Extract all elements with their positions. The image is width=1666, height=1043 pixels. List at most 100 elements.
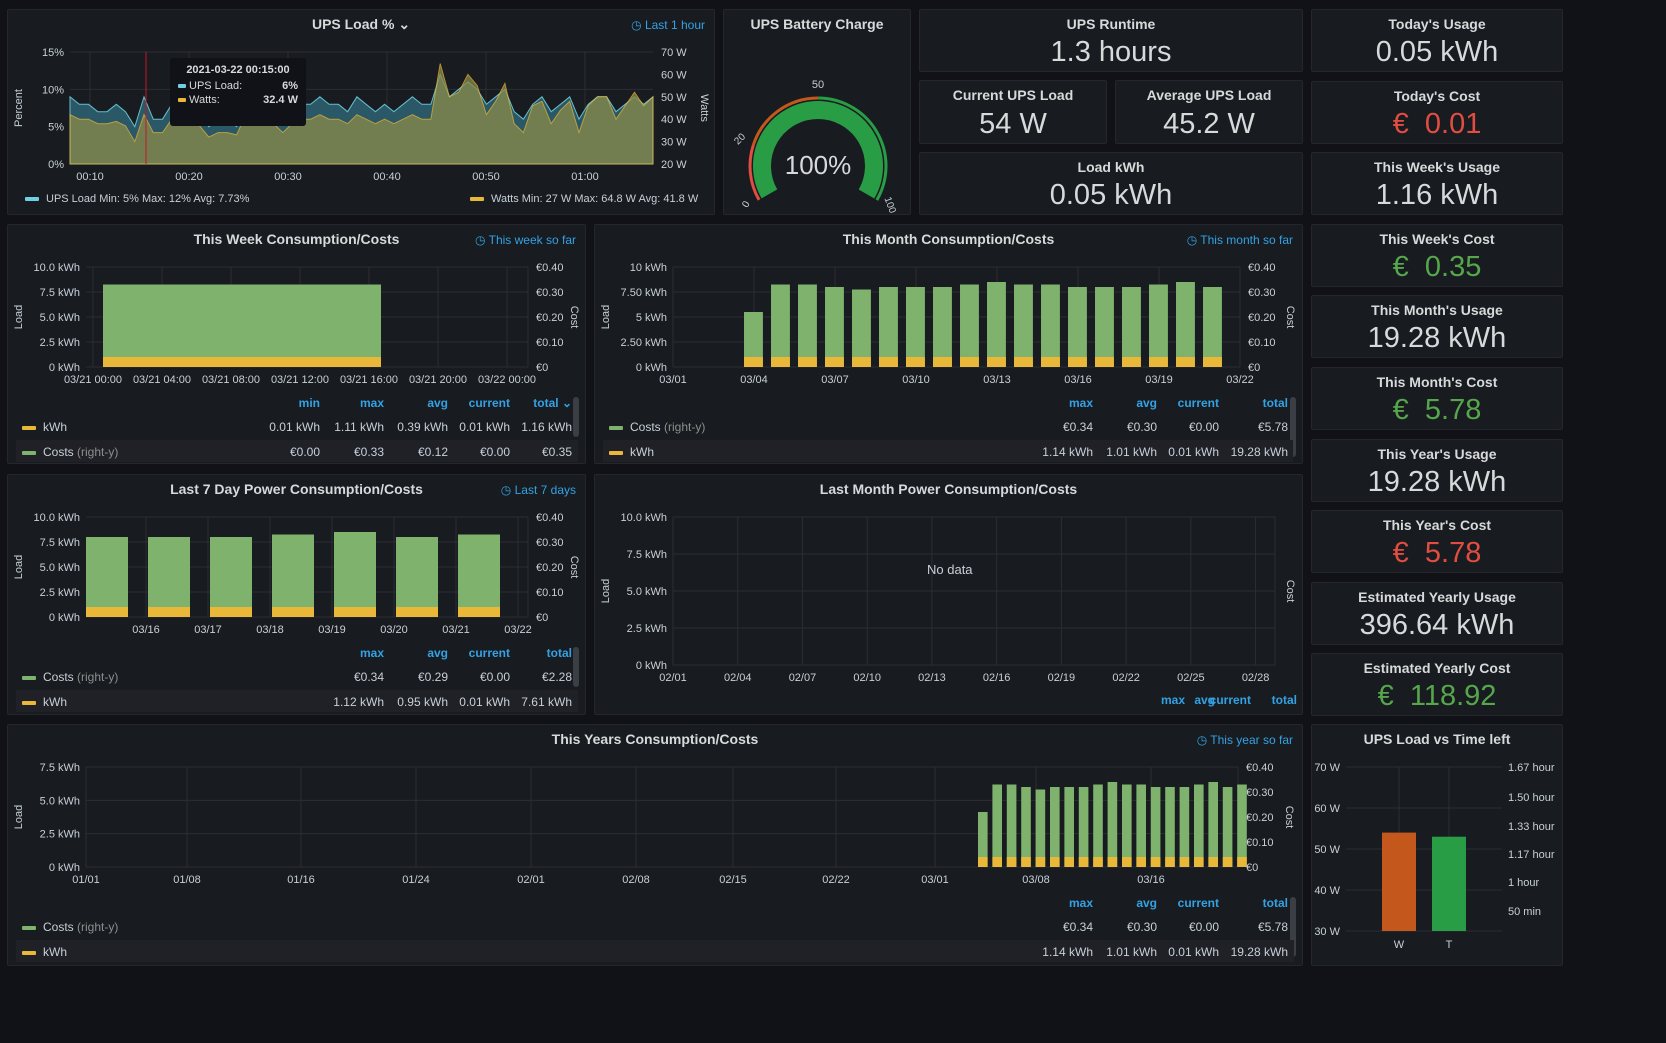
legend-header-2[interactable]: current <box>468 646 510 660</box>
legend-header-3[interactable]: total <box>1262 896 1288 910</box>
legend-header-3[interactable]: total <box>1271 693 1297 707</box>
legend-header-3[interactable]: total <box>1262 396 1288 410</box>
legend-header-0[interactable]: min <box>298 396 320 410</box>
legend-header-1[interactable]: max <box>359 396 384 410</box>
panel-title[interactable]: This Week Consumption/Costs <box>193 231 400 247</box>
legend-header-0[interactable]: max <box>1068 896 1093 910</box>
ups-load-panel: UPS Load % ⌄ ◷ Last 1 hour 15% 10% 5% 0% 70 … <box>7 9 715 215</box>
legend-header-1[interactable]: avg <box>1136 896 1157 910</box>
average-load-stat: Average UPS Load 45.2 W <box>1115 80 1303 144</box>
x-tick-label: 03/22 <box>504 624 532 636</box>
legend-series-kwh[interactable]: kWh <box>22 945 67 959</box>
legend-header-1[interactable]: avg <box>427 646 448 660</box>
today-usage-stat: Today's Usage 0.05 kWh <box>1311 9 1563 72</box>
x-tick-label: 03/22 00:00 <box>478 374 536 386</box>
bar-kwh <box>744 357 763 367</box>
scrollbar[interactable] <box>573 397 579 437</box>
y2-tick-label: €0.40 <box>1248 262 1276 274</box>
legend-header-2[interactable]: current <box>1209 693 1251 707</box>
stat-title: UPS Runtime <box>1066 16 1156 32</box>
legend-series-costs[interactable]: Costs (right-y) <box>609 420 705 434</box>
series-name: kWh <box>43 420 67 434</box>
time-range-info[interactable]: ◷ Last 7 days <box>500 483 576 497</box>
legend-header-2[interactable]: current <box>1177 896 1219 910</box>
x-tick-label: 03/16 <box>1137 874 1165 886</box>
panel-title[interactable]: Last 7 Day Power Consumption/Costs <box>170 481 423 497</box>
panel-title[interactable]: UPS Load % ⌄ <box>311 16 411 32</box>
stat-title: Today's Cost <box>1393 87 1481 104</box>
legend-series-kwh[interactable]: kWh <box>22 695 67 709</box>
series-axis-note: (right-y) <box>660 420 706 434</box>
legend-series-kwh[interactable]: kWh <box>22 420 67 434</box>
legend-ups-load[interactable]: UPS Load Min: 5% Max: 12% Avg: 7.73% <box>25 193 249 205</box>
legend-header-1[interactable]: avg <box>1194 693 1215 707</box>
legend-series-costs[interactable]: Costs (right-y) <box>22 920 118 934</box>
tooltip-value: 6% <box>282 80 298 92</box>
legend-value: 0.01 kWh <box>459 420 510 434</box>
bar-kwh <box>1050 857 1060 867</box>
last7-consumption-panel: Last 7 Day Power Consumption/Costs ◷ Las… <box>7 474 586 715</box>
panel-title[interactable]: This Month Consumption/Costs <box>842 231 1055 247</box>
bar-kwh <box>1179 857 1190 867</box>
bar-costs <box>879 287 898 367</box>
last7-chart[interactable]: 10.0 kWh 7.5 kWh 5.0 kWh 2.5 kWh 0 kWh €0.40 €… <box>8 475 587 645</box>
x-tick-label: 03/21 16:00 <box>340 374 398 386</box>
bar-costs <box>825 287 844 367</box>
y2-tick-label: 70 W <box>661 47 687 59</box>
y2-tick-label: €0.30 <box>536 287 564 299</box>
panel-title[interactable]: Last Month Power Consumption/Costs <box>819 481 1078 497</box>
legend-header-1[interactable]: avg <box>1136 396 1157 410</box>
y-tick-label: 40 W <box>1314 885 1340 897</box>
clock-icon: ◷ <box>1196 733 1208 747</box>
legend-header-0[interactable]: max <box>359 646 384 660</box>
year-chart[interactable]: 7.5 kWh 5.0 kWh 2.5 kWh 0 kWh €0.40 €0.30 €0.2… <box>8 725 1304 895</box>
legend-watts[interactable]: Watts Min: 27 W Max: 64.8 W Avg: 41.8 W <box>470 193 698 205</box>
legend-header-4[interactable]: total ⌄ <box>533 396 572 410</box>
legend-value: 0.01 kWh <box>1168 445 1219 459</box>
y-tick-label: 30 W <box>1314 926 1340 938</box>
panel-title[interactable]: UPS Load vs Time left <box>1363 731 1511 747</box>
time-range-info[interactable]: ◷ Last 1 hour <box>631 18 705 32</box>
bar-costs <box>103 284 381 367</box>
legend-header-2[interactable]: current <box>1177 396 1219 410</box>
legend-value: 7.61 kWh <box>521 695 572 709</box>
stat-value: 45.2 W <box>1163 108 1255 140</box>
panel-title[interactable]: This Years Consumption/Costs <box>551 731 759 747</box>
series-axis-note: (right-y) <box>73 670 119 684</box>
y-tick-label: 2.5 kWh <box>40 587 80 599</box>
bar-costs <box>1014 284 1033 367</box>
bar-costs <box>1222 787 1233 867</box>
time-range-info[interactable]: ◷ This week so far <box>475 233 576 247</box>
stat-title: Load kWh <box>1077 159 1145 175</box>
bar-costs <box>1136 784 1146 867</box>
time-range-info[interactable]: ◷ This year so far <box>1196 733 1293 747</box>
ups-load-chart[interactable]: 15% 10% 5% 0% 70 W 60 W 50 W 40 W 30 W 20 W 00:10 0… <box>8 10 716 216</box>
scrollbar[interactable] <box>1290 397 1296 457</box>
legend-series-costs[interactable]: Costs (right-y) <box>22 445 118 459</box>
legend-header-0[interactable]: max <box>1160 693 1185 707</box>
scrollbar[interactable] <box>573 647 579 687</box>
time-range-info[interactable]: ◷ This month so far <box>1186 233 1293 247</box>
series-watts <box>69 63 654 165</box>
legend-header-3[interactable]: current <box>468 396 510 410</box>
bar-kwh <box>1176 357 1195 367</box>
load-vs-time-chart[interactable]: 70 W 60 W 50 W 40 W 30 W 1.67 hour 1.50 hour 1.… <box>1312 725 1564 967</box>
legend-header-0[interactable]: max <box>1068 396 1093 410</box>
y-tick-label: 7.5 kWh <box>40 287 80 299</box>
bar-costs <box>987 282 1006 367</box>
legend-header-2[interactable]: avg <box>427 396 448 410</box>
week-chart[interactable]: 10.0 kWh 7.5 kWh 5.0 kWh 2.5 kWh 0 kWh €0.40 €… <box>8 225 587 395</box>
y2-tick-label: €0 <box>536 362 548 374</box>
legend-series-costs[interactable]: Costs (right-y) <box>22 670 118 684</box>
month-chart[interactable]: 10 kWh 7.50 kWh 5 kWh 2.50 kWh 0 kWh €0.40 €0.… <box>595 225 1304 395</box>
legend-header-3[interactable]: total <box>546 646 572 660</box>
legend-series-kwh[interactable]: kWh <box>609 445 654 459</box>
load-kwh-stat: Load kWh 0.05 kWh <box>919 152 1303 215</box>
threshold-high <box>818 96 888 201</box>
bar-costs <box>1041 284 1060 367</box>
scrollbar[interactable] <box>1290 897 1296 957</box>
chevron-down-icon[interactable]: ⌄ <box>398 16 411 32</box>
y2-tick-label: 1.50 hour <box>1508 792 1555 804</box>
chart-tooltip: 2021-03-22 00:15:00 UPS Load: 6% Watts: 32… <box>170 58 306 126</box>
